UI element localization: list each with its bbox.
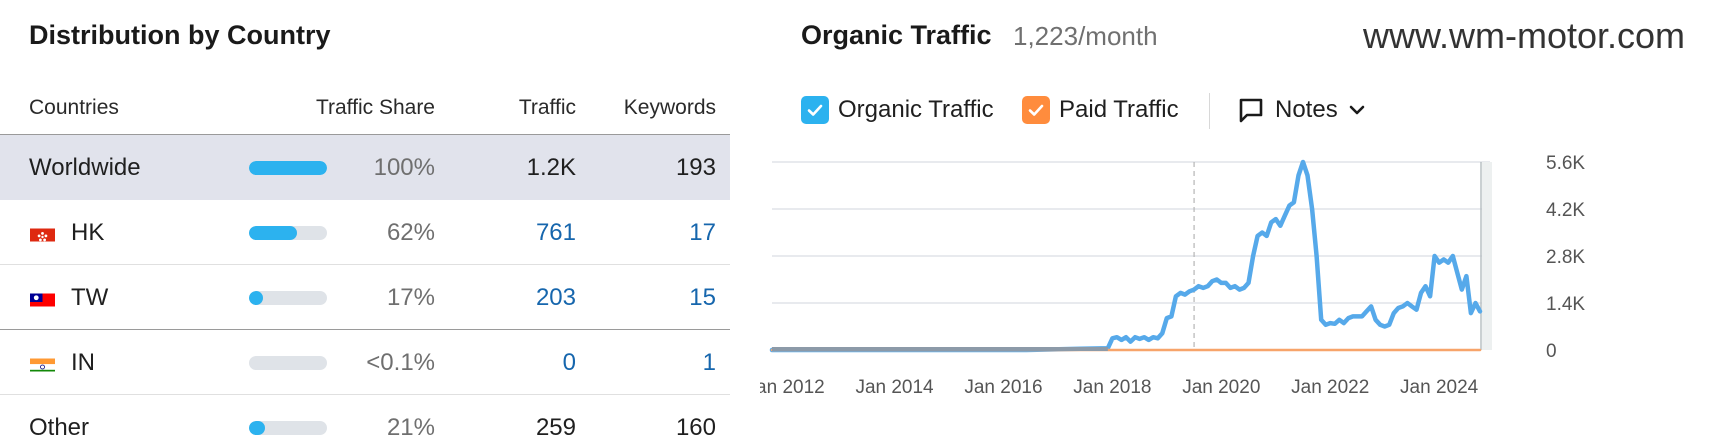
keywords-link[interactable]: 1 xyxy=(702,348,716,376)
tw-flag-icon xyxy=(30,289,55,306)
y-tick-label: 0 xyxy=(1546,341,1557,362)
y-tick-label: 4.2K xyxy=(1546,200,1585,221)
x-tick-label: Jan 2024 xyxy=(1400,377,1479,398)
chevron-down-icon xyxy=(1349,105,1365,115)
checkbox-checked-icon[interactable] xyxy=(1022,96,1050,124)
paid-traffic-label: Paid Traffic xyxy=(1059,96,1179,123)
hk-flag-icon xyxy=(30,224,55,241)
col-traffic-share[interactable]: Traffic Share xyxy=(315,96,435,119)
col-countries[interactable]: Countries xyxy=(29,96,119,119)
keywords-link[interactable]: 17 xyxy=(689,218,716,246)
y-tick-label: 5.6K xyxy=(1546,153,1585,174)
traffic-share-value: 100% xyxy=(373,153,435,181)
traffic-link[interactable]: 761 xyxy=(535,218,576,246)
traffic-share-bar xyxy=(249,420,327,435)
x-tick-label: Jan 2020 xyxy=(1182,377,1260,398)
col-keywords[interactable]: Keywords xyxy=(623,96,716,119)
organic-traffic-panel: Organic Traffic 1,223/month www.wm-motor… xyxy=(760,0,1709,448)
organic-traffic-title: Organic Traffic xyxy=(801,20,992,50)
keywords-link[interactable]: 15 xyxy=(689,283,716,311)
x-tick-label: Jan 2012 xyxy=(760,377,825,398)
col-traffic[interactable]: Traffic xyxy=(518,96,576,119)
table-row-hk[interactable]: HK 62% 761 17 xyxy=(0,200,730,265)
distribution-panel: Distribution by Country Countries Traffi… xyxy=(0,0,730,448)
traffic-share-value: <0.1% xyxy=(366,348,435,376)
y-tick-label: 2.8K xyxy=(1546,247,1585,268)
traffic-share-bar xyxy=(249,355,327,370)
traffic-value: 259 xyxy=(535,413,576,441)
x-tick-label: Jan 2016 xyxy=(964,377,1042,398)
table-row-other[interactable]: Other 21% 259 160 xyxy=(0,395,730,448)
organic-traffic-chart[interactable]: 0 1.4K 2.8K 4.2K 5.6K Jan 2012 Jan 2014 Jan 201… xyxy=(760,150,1709,448)
current-period-band xyxy=(1482,162,1492,350)
organic-traffic-label: Organic Traffic xyxy=(838,96,994,123)
traffic-link[interactable]: 203 xyxy=(535,283,576,311)
traffic-share-bar xyxy=(249,225,327,240)
y-tick-label: 1.4K xyxy=(1546,294,1585,315)
divider xyxy=(0,134,730,135)
domain-label: www.wm-motor.com xyxy=(1362,15,1685,56)
in-flag-icon xyxy=(30,354,55,371)
divider xyxy=(0,264,730,265)
notes-label: Notes xyxy=(1275,96,1338,123)
x-tick-label: Jan 2014 xyxy=(855,377,934,398)
organic-traffic-toggle[interactable]: Organic Traffic xyxy=(801,94,994,126)
checkbox-checked-icon[interactable] xyxy=(801,96,829,124)
country-name: HK xyxy=(71,218,105,246)
traffic-share-value: 21% xyxy=(386,413,435,441)
paid-traffic-toggle[interactable]: Paid Traffic xyxy=(1022,94,1179,126)
comment-icon xyxy=(1239,98,1263,123)
organic-traffic-monthly: 1,223/month xyxy=(1013,21,1158,51)
divider xyxy=(0,394,730,395)
traffic-value: 1.2K xyxy=(526,153,576,181)
distribution-title: Distribution by Country xyxy=(29,20,331,50)
table-row-in[interactable]: IN <0.1% 0 1 xyxy=(0,330,730,395)
country-name: Worldwide xyxy=(29,153,141,181)
table-header: Countries Traffic Share Traffic Keywords xyxy=(0,90,730,134)
traffic-share-value: 17% xyxy=(386,283,435,311)
legend-divider xyxy=(1209,93,1210,129)
notes-dropdown[interactable]: Notes xyxy=(1237,94,1366,126)
traffic-share-value: 62% xyxy=(386,218,435,246)
organic-traffic-line xyxy=(769,159,1483,353)
x-tick-label: Jan 2022 xyxy=(1291,377,1369,398)
x-tick-label: Jan 2018 xyxy=(1073,377,1151,398)
country-name: TW xyxy=(71,283,109,311)
divider xyxy=(0,329,730,330)
traffic-share-bar xyxy=(249,160,327,175)
keywords-value: 193 xyxy=(675,153,716,181)
table-row-tw[interactable]: TW 17% 203 15 xyxy=(0,265,730,330)
traffic-link[interactable]: 0 xyxy=(562,348,576,376)
traffic-share-bar xyxy=(249,290,327,305)
keywords-value: 160 xyxy=(675,413,716,441)
country-name: Other xyxy=(29,413,90,441)
country-name: IN xyxy=(71,348,95,376)
table-row-worldwide[interactable]: Worldwide 100% 1.2K 193 xyxy=(0,135,730,200)
